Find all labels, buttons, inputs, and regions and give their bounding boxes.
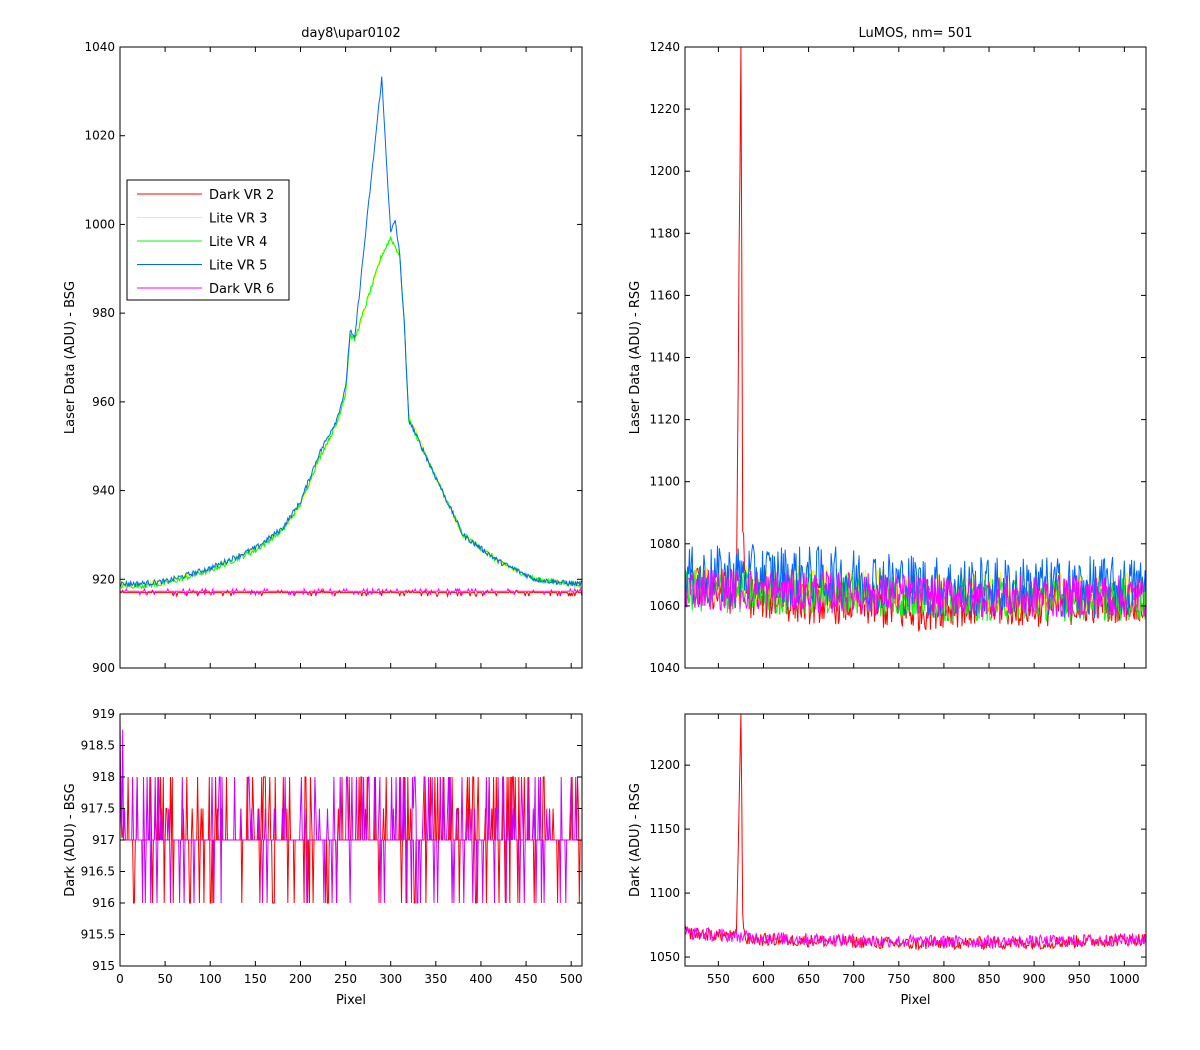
series-dark-vr-6: [120, 587, 582, 597]
series-dark-vr-6: [685, 926, 1146, 949]
y-tick-label: 1200: [649, 164, 680, 178]
x-tick-label: 950: [1068, 972, 1091, 986]
chart-title: day8\upar0102: [301, 26, 400, 41]
x-tick-label: 900: [1023, 972, 1046, 986]
legend-label: Dark VR 6: [209, 282, 274, 297]
y-tick-label: 960: [92, 395, 115, 409]
data-layer: [685, 47, 1146, 632]
legend-label: Lite VR 3: [209, 212, 267, 227]
y-tick-label: 940: [92, 484, 115, 498]
series-dark-vr-2: [120, 588, 582, 599]
y-tick-label: 918.5: [81, 739, 115, 753]
y-tick-label: 1160: [649, 288, 680, 302]
x-tick-label: 700: [842, 972, 865, 986]
x-tick-label: 850: [978, 972, 1001, 986]
y-tick-label: 917: [92, 833, 115, 847]
y-tick-label: 918: [92, 770, 115, 784]
x-tick-label: 750: [887, 972, 910, 986]
y-tick-label: 1050: [649, 950, 680, 964]
legend-label: Dark VR 2: [209, 188, 274, 203]
legend: Dark VR 2 Lite VR 3 Lite VR 4 Lite VR 5 Dark…: [126, 179, 290, 301]
y-tick-label: 1240: [649, 40, 680, 54]
y-tick-label: 1150: [649, 822, 680, 836]
series-lite-vr-5: [120, 76, 582, 588]
y-tick-label: 1060: [649, 599, 680, 613]
x-tick-label: 0: [116, 972, 124, 986]
data-layer: [120, 76, 582, 599]
series-dark-vr-6: [685, 568, 1146, 619]
data-layer: [685, 714, 1146, 951]
series-dark-vr-6: [120, 714, 582, 904]
y-tick-label: 916.5: [81, 865, 115, 879]
y-tick-label: 1100: [649, 886, 680, 900]
x-tick-label: 550: [707, 972, 730, 986]
x-axis-label: Pixel: [336, 993, 366, 1008]
x-tick-label: 300: [379, 972, 402, 986]
legend-label: Lite VR 4: [209, 235, 267, 250]
x-tick-label: 200: [289, 972, 312, 986]
x-tick-label: 600: [752, 972, 775, 986]
y-tick-label: 980: [92, 306, 115, 320]
axes-frame: [684, 713, 1147, 967]
y-tick-label: 900: [92, 661, 115, 675]
y-tick-label: 915.5: [81, 928, 115, 942]
y-axis-label: Dark (ADU) - BSG: [63, 783, 78, 897]
y-tick-label: 1100: [649, 475, 680, 489]
x-tick-label: 250: [334, 972, 357, 986]
y-axis-label: Laser Data (ADU) - RSG: [628, 281, 643, 435]
chart-laser_rsg: 1040 1060 1080 1100 1120 1140 1160 1180 1200 1220…: [628, 26, 1147, 675]
y-tick-label: 920: [92, 572, 115, 586]
x-tick-label: 1000: [1109, 972, 1140, 986]
y-axis-label: Laser Data (ADU) - BSG: [63, 281, 78, 434]
y-tick-label: 1220: [649, 102, 680, 116]
x-tick-label: 100: [199, 972, 222, 986]
legend-box: [126, 179, 290, 301]
y-tick-label: 1200: [649, 758, 680, 772]
y-tick-label: 917.5: [81, 802, 115, 816]
x-tick-label: 500: [560, 972, 583, 986]
chart-dark_rsg: 550 600 650 700 750 800 850 900 950 1000 1050 1100 1…: [628, 713, 1147, 1008]
x-tick-label: 350: [424, 972, 447, 986]
y-tick-label: 1140: [649, 351, 680, 365]
x-tick-label: 400: [469, 972, 492, 986]
chart-laser_bsg: 900 920 940 960 980 1000 1020 1040 day8\upar0102…: [63, 26, 583, 675]
y-tick-label: 1000: [84, 217, 115, 231]
x-tick-label: 800: [932, 972, 955, 986]
axes-frame: [119, 46, 583, 669]
x-tick-label: 450: [515, 972, 538, 986]
data-layer: [120, 714, 582, 904]
y-tick-label: 1020: [84, 129, 115, 143]
y-tick-label: 1080: [649, 537, 680, 551]
y-tick-label: 1180: [649, 226, 680, 240]
x-axis-label: Pixel: [900, 993, 930, 1008]
y-tick-label: 915: [92, 959, 115, 973]
y-tick-label: 919: [92, 707, 115, 721]
y-tick-label: 916: [92, 896, 115, 910]
y-axis-label: Dark (ADU) - RSG: [628, 783, 643, 897]
y-tick-label: 1120: [649, 413, 680, 427]
legend-label: Lite VR 5: [209, 259, 267, 274]
x-tick-label: 50: [157, 972, 172, 986]
y-tick-label: 1040: [649, 661, 680, 675]
y-tick-label: 1040: [84, 40, 115, 54]
plot-area: [685, 714, 1146, 966]
chart-dark_bsg: 0 50 100 150 200 250 300 350 400 450 500 915 915.5 91…: [63, 707, 583, 1008]
x-tick-label: 650: [797, 972, 820, 986]
chart-title: LuMOS, nm= 501: [859, 26, 973, 41]
x-tick-label: 150: [244, 972, 267, 986]
